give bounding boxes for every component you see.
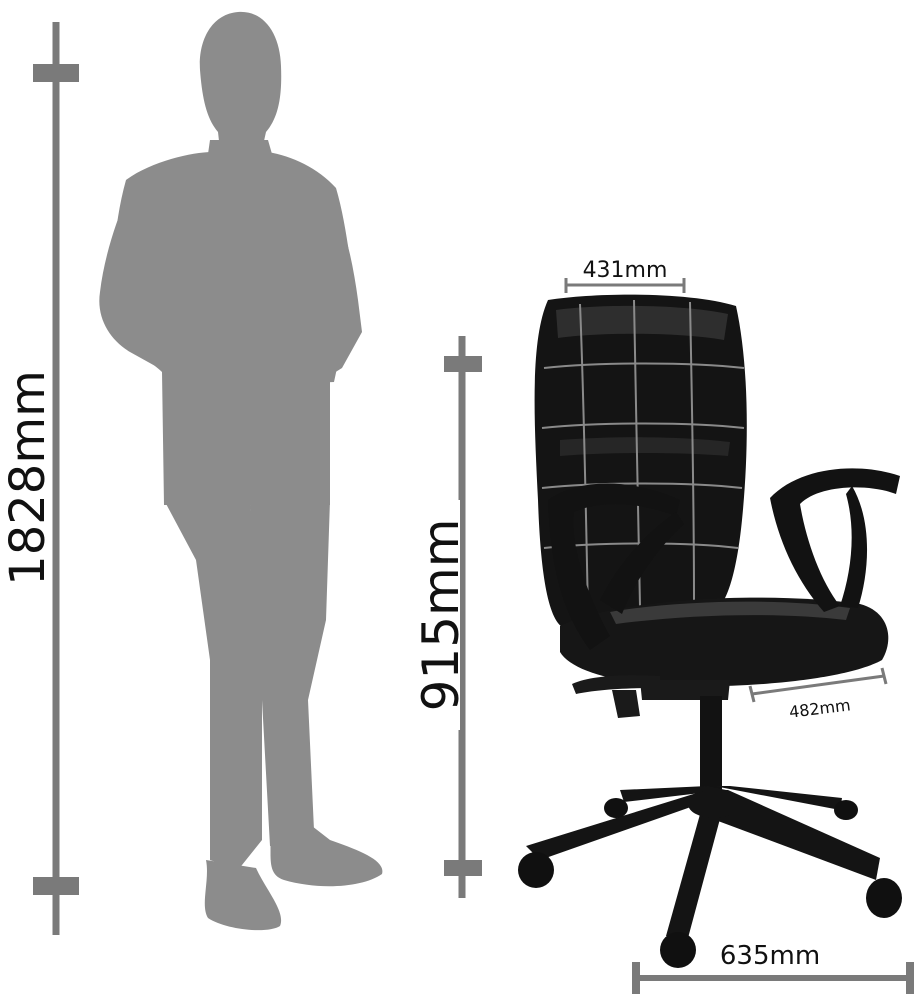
person-height-bottom-tick [33, 877, 79, 895]
person-height-label: 1828mm [0, 370, 56, 586]
chair-casters [518, 798, 902, 968]
office-chair [518, 294, 902, 968]
chair-height-label: 915mm [412, 519, 470, 712]
chair-mechanism [640, 680, 730, 700]
chair-height-dimension: 915mm [412, 336, 482, 898]
backrest-width-dimension: 431mm [564, 258, 686, 293]
person-height-top-tick [33, 64, 79, 82]
chair-base [526, 786, 880, 938]
seat-depth-label: 482mm [788, 695, 852, 721]
person-height-label-bg [8, 360, 48, 595]
chair-left-armrest [548, 483, 680, 650]
backrest-width-label: 431mm [583, 258, 668, 283]
chair-gas-lift [700, 696, 722, 806]
chair-height-top-tick [444, 356, 482, 372]
base-width-label: 635mm [720, 941, 820, 971]
chair-height-label-bg [418, 500, 460, 730]
chair-right-armrest [770, 468, 900, 612]
backrest-stitching [541, 299, 745, 613]
chair-lever [572, 675, 660, 694]
person-height-dimension: 1828mm [0, 22, 79, 935]
chair-height-bottom-tick [444, 860, 482, 876]
person-silhouette [99, 11, 383, 931]
base-width-dimension: 635mm [632, 941, 914, 994]
